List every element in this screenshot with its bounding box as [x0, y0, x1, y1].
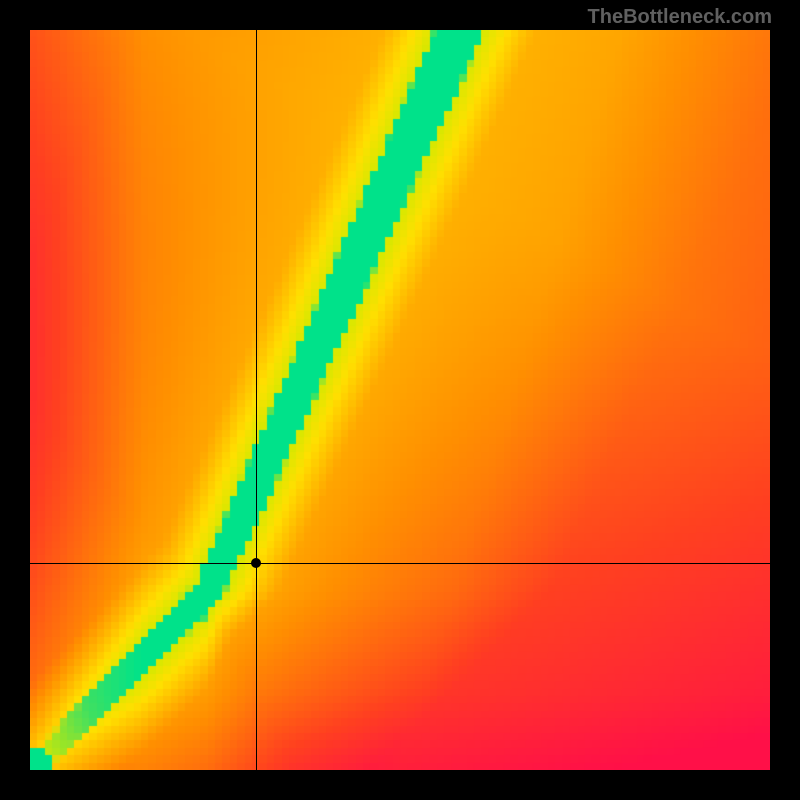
crosshair-vertical — [256, 30, 257, 770]
crosshair-marker — [251, 558, 261, 568]
heatmap-canvas — [30, 30, 770, 770]
watermark: TheBottleneck.com — [588, 6, 772, 29]
crosshair-horizontal — [30, 563, 770, 564]
heatmap-plot — [30, 30, 770, 770]
